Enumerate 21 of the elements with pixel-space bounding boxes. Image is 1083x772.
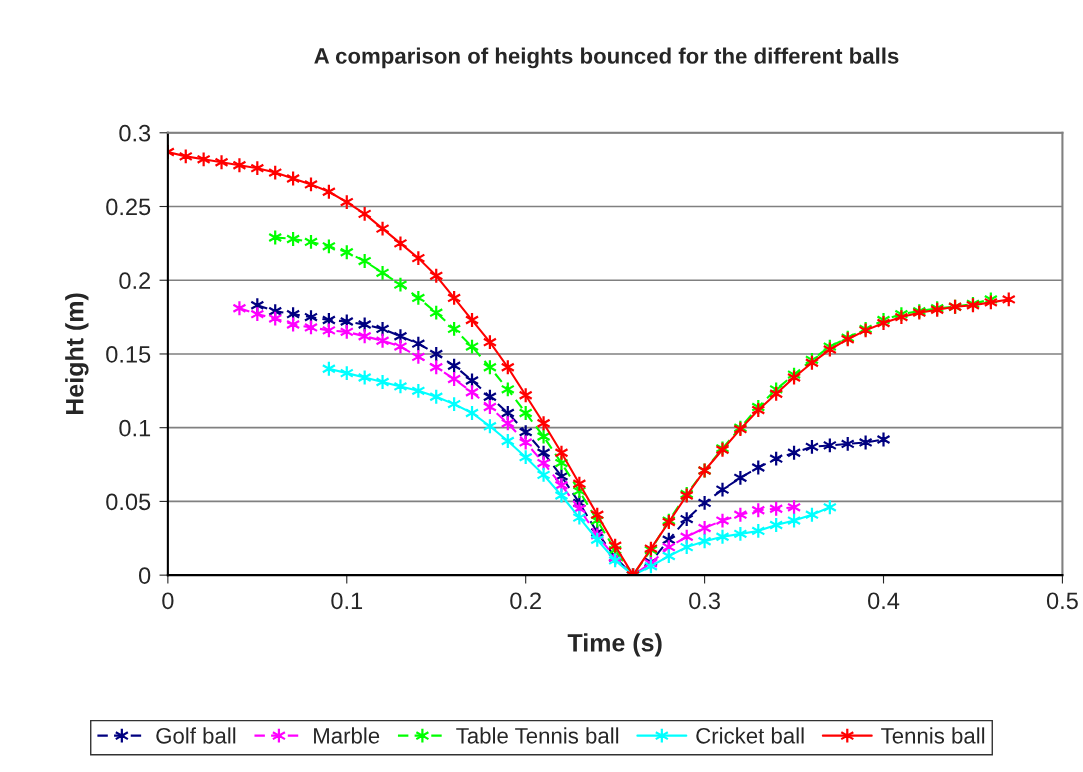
- chart-title: A comparison of heights bounced for the different balls: [314, 47, 899, 69]
- y-tick-label: 0.15: [106, 346, 151, 363]
- y-tick-label: 0.25: [106, 198, 151, 216]
- legend-label: Marble: [314, 727, 380, 744]
- y-tick-label: 0.05: [106, 493, 151, 511]
- legend-label: Cricket ball: [696, 727, 804, 744]
- y-tick-label: 0.3: [119, 124, 151, 142]
- y-tick-label: 0.2: [119, 272, 151, 290]
- x-tick-label: 0.4: [868, 592, 900, 610]
- x-tick-label: 0.3: [689, 592, 720, 610]
- y-axis-title: Height (m): [65, 293, 89, 415]
- legend-label: Table Tennis ball: [456, 727, 619, 744]
- x-axis-title: Time (s): [567, 633, 662, 657]
- x-tick-label: 0.5: [1046, 592, 1078, 610]
- legend-label: Golf ball: [156, 727, 236, 744]
- y-tick-label: 0.1: [119, 419, 151, 437]
- x-tick-label: 0.1: [331, 592, 363, 610]
- x-tick-label: 0: [162, 592, 174, 610]
- x-tick-label: 0.2: [510, 592, 541, 610]
- y-tick-label: 0: [138, 567, 151, 584]
- legend-label: Tennis ball: [881, 727, 985, 744]
